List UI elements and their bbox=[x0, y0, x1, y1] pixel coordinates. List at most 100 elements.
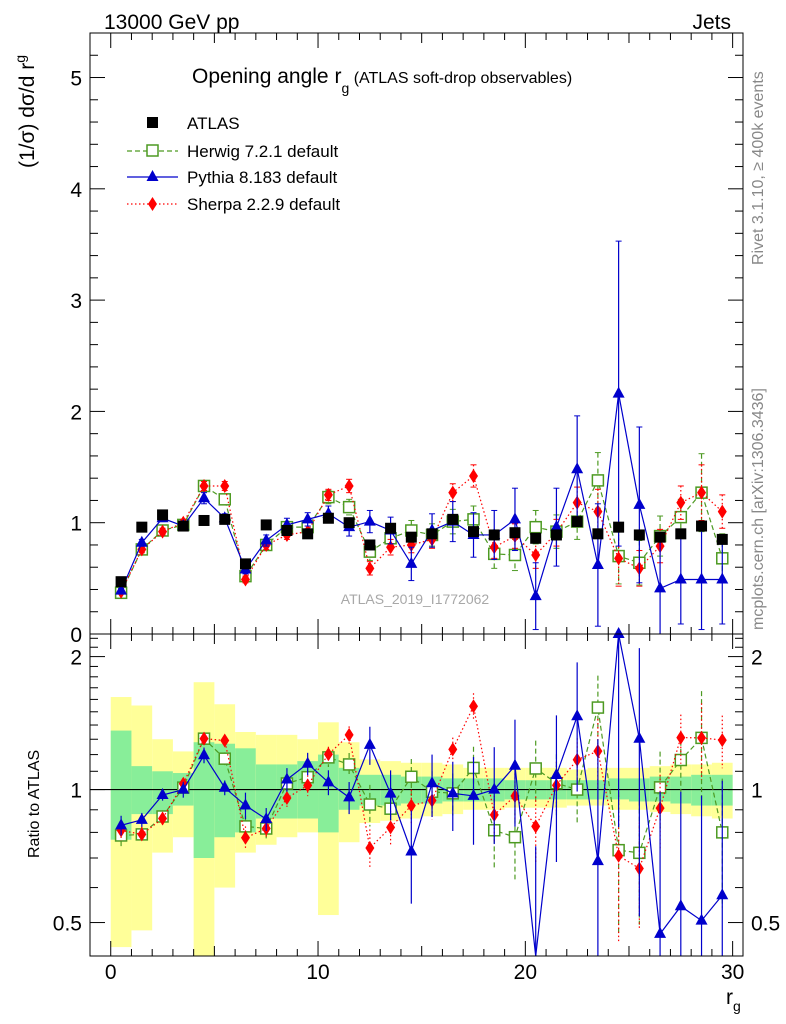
legend-atlas-label: ATLAS bbox=[187, 114, 240, 133]
sherpa-point bbox=[614, 551, 624, 566]
ratio-y-tick-label-right: 2 bbox=[751, 647, 763, 670]
pythia-point bbox=[591, 557, 604, 569]
atlas-point bbox=[219, 513, 231, 525]
pythia-point bbox=[674, 572, 687, 584]
ratio-y-tick-label: 2 bbox=[70, 647, 82, 670]
chart-title-main: Opening angle r bbox=[192, 65, 341, 88]
pythia-ratio-point bbox=[716, 888, 729, 900]
sherpa-ratio-point bbox=[697, 730, 707, 745]
atlas-point bbox=[447, 513, 459, 525]
legend-herwig-label: Herwig 7.2.1 default bbox=[187, 142, 338, 161]
legend-atlas-marker bbox=[147, 117, 158, 128]
atlas-point bbox=[613, 521, 625, 533]
atlas-point bbox=[136, 521, 148, 533]
herwig-ratio-point bbox=[363, 798, 377, 811]
herwig-ratio-point bbox=[529, 762, 542, 775]
y-axis-label-sub: g bbox=[12, 55, 28, 63]
sherpa-point bbox=[220, 478, 230, 493]
sherpa-ratio-point bbox=[469, 699, 479, 714]
pythia-ratio-line bbox=[120, 633, 723, 957]
pythia-ratio-point bbox=[384, 786, 397, 798]
pythia-ratio-point bbox=[446, 786, 459, 798]
atlas-point bbox=[592, 528, 604, 540]
pythia-point bbox=[716, 572, 729, 584]
sherpa-line bbox=[120, 474, 723, 592]
stat-uncertainty-band bbox=[193, 742, 215, 859]
herwig-ratio-point bbox=[405, 770, 418, 784]
atlas-point bbox=[675, 528, 687, 540]
sherpa-ratio-point bbox=[240, 830, 250, 845]
top-panel-ticks: 0 1 2 3 4 5 bbox=[70, 32, 743, 647]
ratio-panel-ticks: 0 10 20 30 0.5 0.5 1 1 2 2 bbox=[53, 634, 780, 984]
pythia-line bbox=[120, 393, 723, 599]
sherpa-point bbox=[697, 485, 707, 500]
ratio-y-tick-label-right: 1 bbox=[751, 780, 763, 803]
atlas-point bbox=[571, 516, 583, 528]
uncertainty-bands bbox=[90, 682, 743, 956]
sherpa-point bbox=[365, 561, 375, 576]
x-axis-label-main: r bbox=[726, 986, 733, 1009]
y-tick-label: 2 bbox=[70, 401, 82, 424]
pythia-point bbox=[612, 386, 625, 398]
sherpa-ratio-point bbox=[158, 811, 168, 826]
atlas-point bbox=[405, 531, 417, 543]
y-axis-label: (1/σ) dσ/d rg bbox=[12, 55, 39, 168]
x-tick-label: 30 bbox=[721, 961, 744, 984]
sherpa-ratio-point bbox=[406, 798, 416, 813]
herwig-point bbox=[218, 493, 231, 506]
sherpa-ratio-point bbox=[676, 730, 686, 745]
atlas-point bbox=[509, 527, 521, 539]
rivet-label: Rivet 3.1.10, ≥ 400k events bbox=[750, 71, 767, 265]
pythia-ratio-point bbox=[654, 926, 667, 938]
pythia-point bbox=[550, 520, 563, 532]
sherpa-point bbox=[240, 572, 250, 587]
pythia-ratio-point bbox=[177, 782, 190, 794]
x-axis-label-sub: g bbox=[733, 998, 741, 1014]
chart-title: Opening angle rg (ATLAS soft-drop observ… bbox=[192, 65, 572, 96]
ratio-y-tick-label-right: 0.5 bbox=[751, 913, 780, 936]
atlas-point bbox=[468, 526, 480, 538]
sherpa-ratio-point bbox=[220, 733, 230, 748]
sherpa-point bbox=[469, 468, 479, 483]
stat-uncertainty-band bbox=[359, 774, 381, 806]
herwig-point bbox=[529, 520, 542, 534]
atlas-point bbox=[364, 539, 376, 551]
pythia-ratio-point bbox=[571, 709, 584, 721]
x-tick-label: 0 bbox=[105, 961, 117, 984]
analysis-id: ATLAS_2019_I1772062 bbox=[341, 591, 490, 607]
sherpa-ratio-point bbox=[344, 727, 354, 742]
sherpa-ratio-point bbox=[531, 819, 541, 834]
pythia-ratio-point bbox=[591, 854, 604, 866]
pythia-point bbox=[695, 572, 708, 584]
pythia-point bbox=[260, 533, 273, 545]
sherpa-point bbox=[323, 487, 333, 502]
stat-uncertainty-band bbox=[110, 730, 132, 840]
atlas-point bbox=[157, 509, 169, 521]
pythia-ratio-point bbox=[488, 782, 501, 794]
y-tick-label: 3 bbox=[70, 290, 82, 313]
pythia-ratio-point bbox=[301, 756, 314, 768]
pythia-point bbox=[115, 583, 128, 595]
pythia-ratio-point bbox=[198, 748, 211, 760]
legend-sherpa-label: Sherpa 2.2.9 default bbox=[187, 195, 340, 214]
pythia-point bbox=[508, 512, 521, 524]
sherpa-ratio-point bbox=[199, 731, 209, 746]
atlas-point bbox=[385, 522, 397, 534]
ratio-panel: 0 10 20 30 0.5 0.5 1 1 2 2 bbox=[53, 627, 780, 984]
pythia-ratio-point bbox=[135, 812, 148, 824]
herwig-ratio-point bbox=[218, 752, 231, 765]
atlas-point bbox=[716, 533, 728, 545]
ratio-series bbox=[114, 627, 729, 957]
pythia-ratio-point bbox=[156, 788, 169, 800]
energy-label: 13000 GeV pp bbox=[104, 11, 239, 34]
atlas-point bbox=[488, 529, 500, 541]
pythia-point bbox=[529, 589, 542, 601]
sherpa-point bbox=[676, 495, 686, 510]
atlas-point bbox=[198, 514, 210, 526]
x-axis-label: rg bbox=[726, 986, 741, 1014]
pythia-ratio-point bbox=[280, 772, 293, 784]
stat-uncertainty-band bbox=[255, 764, 277, 819]
sherpa-ratio-point bbox=[717, 733, 727, 748]
pythia-ratio-point bbox=[405, 844, 418, 856]
